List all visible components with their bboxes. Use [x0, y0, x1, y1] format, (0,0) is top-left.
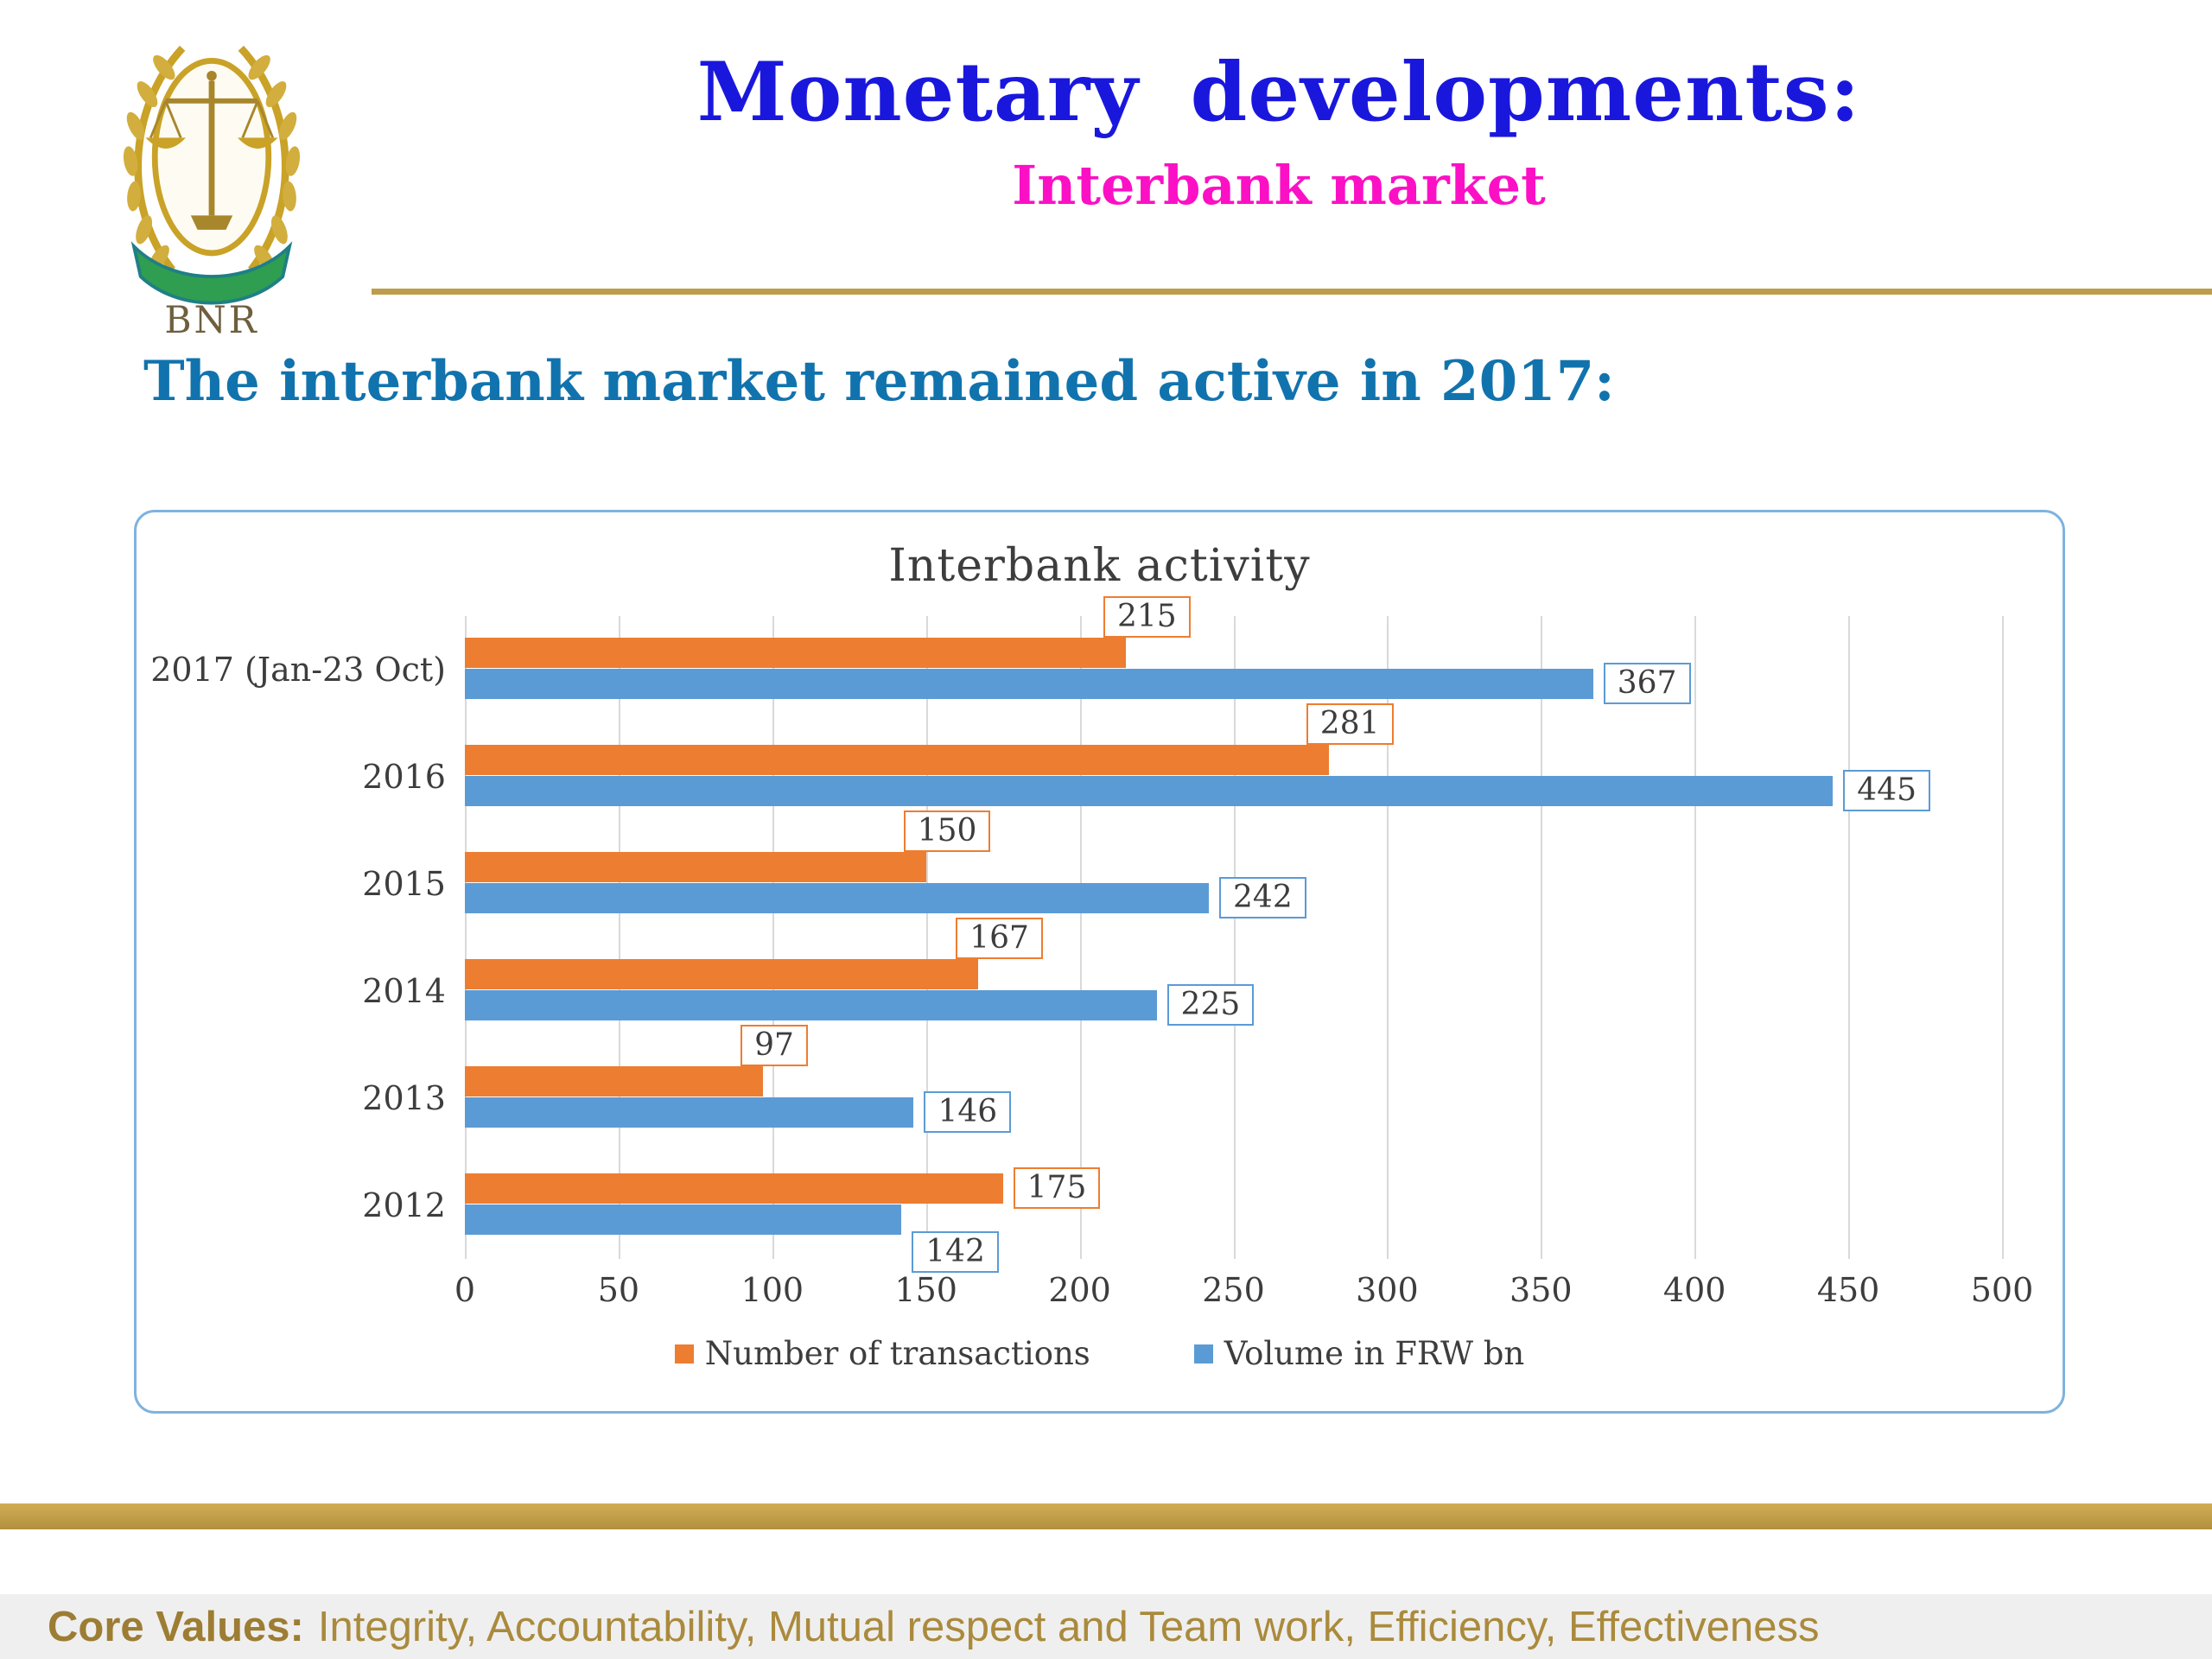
x-axis-tick: 50 [597, 1271, 640, 1309]
y-axis-label-2014: 2014 [362, 972, 446, 1010]
bar-number-of-transactions-2013 [465, 1066, 764, 1096]
x-axis-tick: 0 [454, 1271, 476, 1309]
gridline [618, 616, 620, 1259]
bar-number-of-transactions-2014 [465, 959, 979, 989]
x-axis-tick: 200 [1048, 1271, 1111, 1309]
gridline [2002, 616, 2004, 1259]
bar-volume-in-frw-bn-2013 [465, 1097, 914, 1128]
data-label-volume-in-frw-bn-2014: 225 [1166, 984, 1255, 1027]
plot-wrap: 2017 (Jan-23 Oct) 2016 2015 2014 2013 2012 21… [150, 596, 2004, 1274]
y-axis-label-2012: 2012 [362, 1186, 446, 1224]
bar-volume-in-frw-bn-2015 [465, 883, 1210, 913]
gridline [1541, 616, 1543, 1259]
data-label-volume-in-frw-bn-2013: 146 [924, 1091, 1012, 1134]
data-label-volume-in-frw-bn-2015: 242 [1219, 877, 1306, 919]
gridline [1848, 616, 1851, 1259]
gridline [1694, 616, 1697, 1259]
x-axis-tick: 300 [1356, 1271, 1419, 1309]
data-label-number-of-transactions-2015: 150 [903, 810, 991, 853]
data-label-number-of-transactions-2012: 175 [1013, 1167, 1101, 1210]
bnr-logo: BNR [123, 45, 301, 337]
data-label-volume-in-frw-bn-2012: 142 [912, 1231, 999, 1274]
x-axis-tick: 400 [1662, 1271, 1726, 1309]
gridline [1079, 616, 1082, 1259]
page-title: Monetary developments: [696, 45, 1861, 140]
footer-gold-bar [0, 1503, 2212, 1529]
legend-label: Volume in FRW bn [1224, 1335, 1525, 1372]
logo-text: BNR [164, 299, 258, 337]
data-label-number-of-transactions-2016: 281 [1306, 703, 1394, 746]
chart-container: Interbank activity 2017 (Jan-23 Oct) 2016… [134, 510, 2065, 1414]
x-axis-tick: 100 [741, 1271, 804, 1309]
x-axis-tick: 150 [894, 1271, 957, 1309]
data-label-number-of-transactions-2014: 167 [956, 918, 1043, 960]
bar-volume-in-frw-bn-2012 [465, 1205, 902, 1235]
page-subtitle: Interbank market [1012, 154, 1546, 217]
data-label-number-of-transactions-2017-jan-23-oct: 215 [1103, 596, 1191, 639]
scales-of-justice-icon [145, 70, 278, 230]
gridline [465, 616, 467, 1259]
bar-number-of-transactions-2012 [465, 1173, 1003, 1204]
bar-volume-in-frw-bn-2017-jan-23-oct [465, 669, 1593, 699]
x-axis-tick: 250 [1202, 1271, 1265, 1309]
y-axis-label-2016: 2016 [362, 758, 446, 796]
y-axis-label-2017-jan-23-oct: 2017 (Jan-23 Oct) [150, 651, 446, 689]
gridline [772, 616, 774, 1259]
x-axis-tick: 350 [1510, 1271, 1573, 1309]
lead-statement: The interbank market remained active in … [143, 349, 1615, 414]
y-axis-labels: 2017 (Jan-23 Oct) 2016 2015 2014 2013 2012 [150, 616, 465, 1259]
x-axis-tick: 500 [1970, 1271, 2034, 1309]
chart-legend: Number of transactions Volume in FRW bn [137, 1335, 2063, 1372]
legend-item-volume: Volume in FRW bn [1193, 1335, 1525, 1372]
bar-group-2015: 150 242 [465, 810, 2002, 938]
core-values-label: Core Values: [48, 1603, 304, 1650]
bar-number-of-transactions-2016 [465, 745, 1329, 775]
legend-item-transactions: Number of transactions [674, 1335, 1090, 1372]
data-label-number-of-transactions-2013: 97 [741, 1025, 808, 1067]
bar-number-of-transactions-2015 [465, 852, 926, 882]
green-ribbon [130, 241, 293, 305]
chart-title: Interbank activity [888, 540, 1311, 592]
y-axis-label-2015: 2015 [362, 865, 446, 903]
y-axis-label-2013: 2013 [362, 1079, 446, 1117]
header-divider [372, 289, 2212, 295]
bar-volume-in-frw-bn-2016 [465, 776, 1834, 806]
bar-group-2012: 175 142 [465, 1152, 2002, 1274]
bar-group-2013: 97 146 [465, 1025, 2002, 1152]
bar-group-2014: 167 225 [465, 918, 2002, 1045]
bar-group-2016: 281 445 [465, 703, 2002, 830]
core-values-text: Integrity, Accountability, Mutual respec… [317, 1603, 1820, 1650]
gridline [1233, 616, 1236, 1259]
legend-swatch-blue [1193, 1344, 1213, 1363]
data-label-volume-in-frw-bn-2017-jan-23-oct: 367 [1603, 663, 1691, 705]
legend-swatch-orange [674, 1344, 694, 1363]
x-axis-tick: 450 [1816, 1271, 1880, 1309]
gridline [1387, 616, 1389, 1259]
data-label-volume-in-frw-bn-2016: 445 [1843, 770, 1931, 812]
core-values-strip: Core Values: Integrity, Accountability, … [0, 1594, 2212, 1659]
legend-label: Number of transactions [704, 1335, 1090, 1372]
bar-number-of-transactions-2017-jan-23-oct [465, 638, 1126, 668]
bar-volume-in-frw-bn-2014 [465, 990, 1157, 1020]
x-axis: 0 50 100 150 200 250 300 350 400 450 500 [454, 1266, 2033, 1318]
plot-area: 215 367 281 445 150 242 167 225 97 146 175 142 [465, 596, 2004, 1274]
gridline [925, 616, 928, 1259]
bar-group-2017-jan-23-oct: 215 367 [465, 596, 2002, 723]
